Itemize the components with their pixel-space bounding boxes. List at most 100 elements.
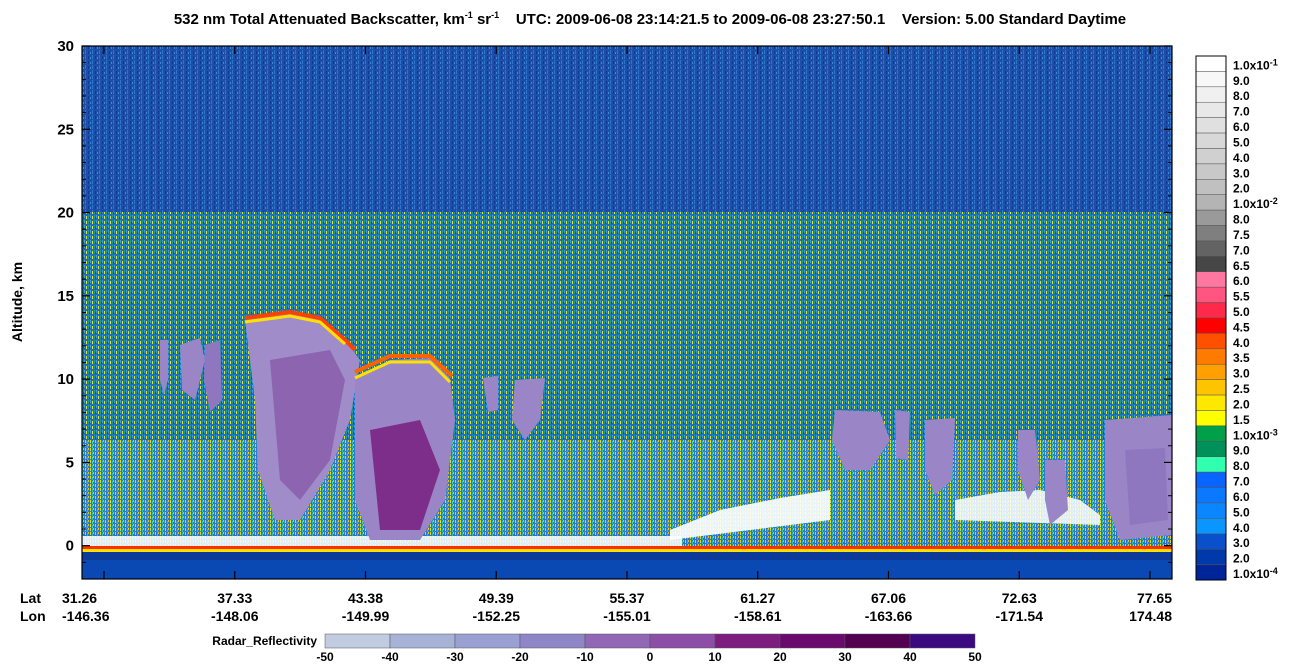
colorbar-swatch — [1195, 256, 1227, 273]
radar-tick-label: 40 — [903, 650, 917, 664]
colorbar-label: 2.5 — [1233, 382, 1250, 396]
radar-tick-label: -10 — [576, 650, 594, 664]
radar-tick-label: 50 — [968, 650, 982, 664]
colorbar-swatch — [1195, 71, 1227, 88]
colorbar-swatch — [1195, 533, 1227, 550]
colorbar-swatch — [1195, 179, 1227, 195]
colorbar-label: 1.0x10-2 — [1233, 196, 1278, 211]
colorbar-swatch — [1195, 394, 1227, 411]
colorbar-swatch — [1195, 502, 1227, 519]
colorbar-label: 3.5 — [1233, 351, 1250, 365]
radar-swatch — [454, 633, 521, 649]
colorbar-label: 1.0x10-1 — [1233, 57, 1278, 72]
colorbar-swatch — [1195, 456, 1227, 473]
colorbar-swatch — [1195, 55, 1227, 72]
y-axis: 0 5 10 15 20 25 30 — [57, 38, 1172, 580]
colorbar-label: 5.0 — [1233, 505, 1250, 519]
colorbar-swatch — [1195, 302, 1227, 319]
x-tick-label: 174.48 — [1129, 608, 1172, 624]
colorbar-label: 2.0 — [1233, 552, 1250, 566]
y-tick-label: 20 — [57, 205, 74, 222]
colorbar-label: 8.0 — [1233, 459, 1250, 473]
colorbar-label: 8.0 — [1233, 213, 1250, 227]
radar-swatch — [779, 633, 846, 649]
colorbar-swatch — [1195, 132, 1227, 149]
radar-clouds — [160, 312, 1172, 540]
colorbar-swatch — [1195, 225, 1227, 242]
x-tick-label: -148.06 — [211, 608, 259, 624]
x-tick-label: -149.99 — [342, 608, 390, 624]
colorbar-label: 3.0 — [1233, 367, 1250, 381]
colorbar-swatch — [1195, 333, 1227, 350]
radar-tick-label: 30 — [838, 650, 852, 664]
colorbar-label: 7.0 — [1233, 243, 1250, 257]
radar-tick-label: -20 — [511, 650, 529, 664]
x-axis: Lat 31.26 37.33 43.38 49.39 55.37 61.27 67.06 72… — [20, 46, 1172, 624]
x-tick-label: 61.27 — [740, 590, 775, 606]
colorbar-swatch — [1195, 163, 1227, 180]
radar-swatch — [649, 633, 716, 649]
x-tick-label: -152.25 — [473, 608, 521, 624]
x-tick-label: 72.63 — [1002, 590, 1037, 606]
radar-colorbar: Radar_Reflectivity -50 -40 -30 -20 -10 0 10 20 30… — [212, 633, 982, 664]
x-tick-label: 43.38 — [348, 590, 383, 606]
colorbar-label: 4.0 — [1233, 151, 1250, 165]
colorbar-label: 4.5 — [1233, 320, 1250, 334]
cloud-top-edges — [244, 309, 454, 384]
colorbar-label: 5.0 — [1233, 305, 1250, 319]
colorbar-swatch — [1195, 317, 1227, 334]
colorbar-swatch — [1195, 564, 1227, 581]
title-sup-1: -1 — [464, 10, 473, 20]
colorbar-swatch — [1195, 209, 1227, 226]
colorbar-label: 4.0 — [1233, 521, 1250, 535]
x-tick-label: 55.37 — [609, 590, 644, 606]
colorbar-label: 3.0 — [1233, 166, 1250, 180]
colorbar-swatch — [1195, 441, 1227, 457]
radar-tick-label: 10 — [708, 650, 722, 664]
radar-swatch — [389, 633, 456, 649]
x-tick-label: 67.06 — [871, 590, 906, 606]
x-tick-label: -158.61 — [734, 608, 782, 624]
colorbar-swatch — [1195, 194, 1227, 211]
colorbar-swatch — [1195, 101, 1227, 118]
colorbar-frame — [1195, 55, 1227, 581]
x-row-label: Lat — [20, 590, 41, 606]
colorbar-label: 7.0 — [1233, 475, 1250, 489]
colorbar-swatch — [1195, 86, 1227, 103]
radar-tick-label: 20 — [773, 650, 787, 664]
colorbar-label: 2.0 — [1233, 182, 1250, 196]
colorbar-label: 7.0 — [1233, 105, 1250, 119]
colorbar-label: 9.0 — [1233, 74, 1250, 88]
y-tick-label: 0 — [66, 538, 74, 555]
colorbar-label: 6.5 — [1233, 259, 1250, 273]
x-tick-label: -155.01 — [603, 608, 651, 624]
colorbar-swatch — [1195, 363, 1227, 380]
y-tick-label: 25 — [57, 121, 74, 138]
colorbar-label: 1.5 — [1233, 413, 1250, 427]
x-tick-label: -171.54 — [996, 608, 1044, 624]
y-tick-label: 15 — [57, 288, 74, 305]
y-tick-label: 30 — [57, 38, 74, 55]
colorbar-swatch — [1195, 518, 1227, 535]
colorbar-label: 5.5 — [1233, 290, 1250, 304]
colorbar-label: 7.5 — [1233, 228, 1250, 242]
colorbar-swatch — [1195, 548, 1227, 565]
backscatter-colorbar: 1.0x10-19.08.07.06.05.04.03.02.01.0x10-2… — [1195, 55, 1278, 581]
x-tick-label: 77.65 — [1137, 590, 1172, 606]
colorbar-label: 6.0 — [1233, 490, 1250, 504]
title-version: Version: 5.00 Standard Daytime — [901, 11, 1127, 28]
radar-swatch — [324, 633, 391, 649]
colorbar-swatch — [1195, 240, 1227, 257]
colorbar-label: 8.0 — [1233, 89, 1250, 103]
y-axis-label: Altitude, km — [9, 262, 25, 342]
x-tick-label: 49.39 — [479, 590, 514, 606]
colorbar-label: 6.0 — [1233, 274, 1250, 288]
radar-label: Radar_Reflectivity — [212, 634, 317, 648]
colorbar-label: 9.0 — [1233, 444, 1250, 458]
title-unit: sr — [472, 11, 492, 28]
radar-tick-label: -30 — [446, 650, 464, 664]
x-row-label: Lon — [20, 608, 46, 624]
radar-tick-label: 0 — [647, 650, 654, 664]
x-tick-label: -163.66 — [865, 608, 913, 624]
